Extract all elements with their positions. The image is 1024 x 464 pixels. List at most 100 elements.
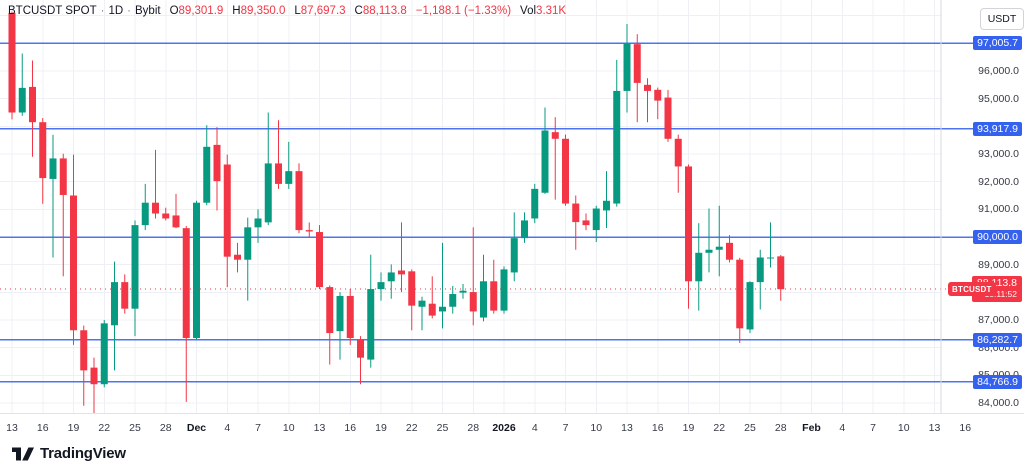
candle-body bbox=[480, 281, 487, 318]
candle-body bbox=[8, 12, 16, 113]
candle-body bbox=[398, 270, 405, 275]
time-axis-label: 7 bbox=[870, 422, 876, 434]
time-axis[interactable]: 13 16 19 22 25 28 Dec 4 7 10 13 16 19 22 25 28 2026 4 7 10 1… bbox=[0, 413, 1024, 442]
candle-body bbox=[182, 228, 190, 339]
candle-body bbox=[439, 306, 446, 312]
candle-body bbox=[510, 238, 518, 273]
candle-body bbox=[562, 138, 569, 204]
candle-body bbox=[357, 339, 364, 358]
candle-body bbox=[500, 269, 508, 311]
price-axis-label: 96,000.0 bbox=[978, 65, 1019, 77]
candle-body bbox=[29, 86, 36, 123]
candle-body bbox=[90, 367, 98, 385]
time-axis-label: Dec bbox=[186, 422, 207, 434]
candle-body bbox=[152, 202, 159, 214]
time-axis-label: 13 bbox=[621, 422, 633, 434]
time-axis-label: 4 bbox=[839, 422, 846, 434]
candle-body bbox=[449, 294, 457, 307]
interval-label[interactable]: 1D bbox=[108, 5, 124, 17]
low-value: 87,697.3 bbox=[300, 5, 346, 17]
price-axis-label: 91,000.0 bbox=[978, 203, 1019, 216]
high-value: 89,350.0 bbox=[240, 5, 286, 17]
time-axis-label: 13 bbox=[928, 422, 941, 434]
candle-body bbox=[100, 323, 108, 385]
candle-body bbox=[275, 163, 282, 184]
candle-body bbox=[756, 257, 764, 283]
volume-label: Vol bbox=[520, 5, 537, 17]
close-value: 88,113.8 bbox=[362, 5, 407, 17]
candle-body bbox=[715, 246, 723, 250]
price-axis-label: 87,000.0 bbox=[978, 314, 1019, 327]
candle-body bbox=[418, 300, 426, 307]
candle-body bbox=[408, 271, 416, 306]
candle-body bbox=[285, 171, 293, 184]
price-axis-label: 93,000.0 bbox=[978, 148, 1019, 160]
time-axis-label: 10 bbox=[590, 422, 603, 434]
candle-body bbox=[316, 232, 323, 288]
candle-body bbox=[295, 171, 303, 231]
candle-body bbox=[367, 289, 375, 360]
tradingview-logo[interactable]: TradingView bbox=[12, 444, 126, 462]
price-level-label: 84,766.9 bbox=[973, 374, 1022, 389]
price-axis-label: 89,000.0 bbox=[978, 258, 1019, 271]
time-axis-label: 28 bbox=[159, 422, 172, 434]
currency-usdt-button[interactable]: USDT bbox=[980, 8, 1024, 30]
chart-legend: BTCUSDT SPOT · 1D · Bybit O89,301.9 H89,350.0 L… bbox=[8, 5, 566, 17]
time-axis-label: 16 bbox=[959, 422, 972, 434]
candle-body bbox=[623, 43, 631, 91]
candle-body bbox=[613, 90, 621, 204]
candlestick-chart[interactable] bbox=[0, 0, 1024, 441]
candle-body bbox=[531, 188, 539, 219]
time-axis-label: 13 bbox=[6, 422, 18, 434]
candle-body bbox=[131, 225, 139, 309]
candle-body bbox=[664, 97, 672, 139]
current-price-label: 88,113.8 15:11:52 bbox=[971, 276, 1022, 303]
candle-body bbox=[736, 259, 744, 329]
candle-body bbox=[603, 200, 610, 211]
price-axis-label: 84,000.0 bbox=[978, 397, 1019, 410]
candle-body bbox=[305, 230, 313, 232]
candle-body bbox=[551, 132, 559, 139]
price-level-label: 97,005.7 bbox=[973, 36, 1022, 51]
time-axis-label: 22 bbox=[98, 422, 111, 434]
open-value: 89,301.9 bbox=[178, 5, 224, 17]
time-axis-label: Feb bbox=[802, 422, 821, 434]
price-level-label: 86,282.7 bbox=[973, 332, 1022, 347]
candle-body bbox=[70, 195, 77, 331]
candle-body bbox=[685, 166, 692, 282]
candle-body bbox=[223, 164, 231, 257]
time-axis-label: 16 bbox=[36, 422, 49, 434]
candle-body bbox=[674, 138, 682, 167]
candle-body bbox=[80, 330, 88, 371]
time-axis-label: 7 bbox=[255, 422, 261, 434]
exchange-label[interactable]: Bybit bbox=[135, 5, 161, 17]
tradingview-logo-icon bbox=[12, 447, 34, 461]
time-axis-label: 10 bbox=[282, 422, 295, 434]
time-axis-label: 25 bbox=[744, 422, 756, 434]
symbol-title[interactable]: BTCUSDT SPOT bbox=[8, 5, 97, 17]
time-axis-label: 10 bbox=[897, 422, 910, 434]
candle-body bbox=[336, 295, 344, 332]
candle-body bbox=[490, 281, 498, 311]
candle-body bbox=[469, 292, 477, 312]
candle-body bbox=[387, 272, 395, 282]
current-price-value: 88,113.8 bbox=[976, 277, 1017, 290]
candle-body bbox=[111, 282, 118, 326]
time-axis-label: 25 bbox=[129, 422, 141, 434]
price-level-label: 90,000.0 bbox=[973, 230, 1022, 245]
volume-value: 3.31K bbox=[536, 5, 567, 17]
price-axis-label: 92,000.0 bbox=[978, 175, 1019, 188]
price-axis[interactable]: 88,113.8 15:11:52 96,000.0 95,000.0 93,000… bbox=[941, 0, 1024, 413]
candle-body bbox=[213, 144, 221, 182]
price-line-symbol-tag[interactable]: BTCUSDT bbox=[948, 282, 996, 297]
candle-body bbox=[654, 89, 662, 101]
candle-body bbox=[541, 130, 549, 193]
candle-body bbox=[346, 295, 354, 339]
time-axis-label: 19 bbox=[375, 422, 387, 434]
candle-body bbox=[254, 218, 262, 228]
candle-body bbox=[582, 220, 590, 226]
legend-separator: · bbox=[100, 5, 105, 17]
time-axis-label: 19 bbox=[67, 422, 80, 434]
time-axis-label: 16 bbox=[651, 422, 664, 434]
